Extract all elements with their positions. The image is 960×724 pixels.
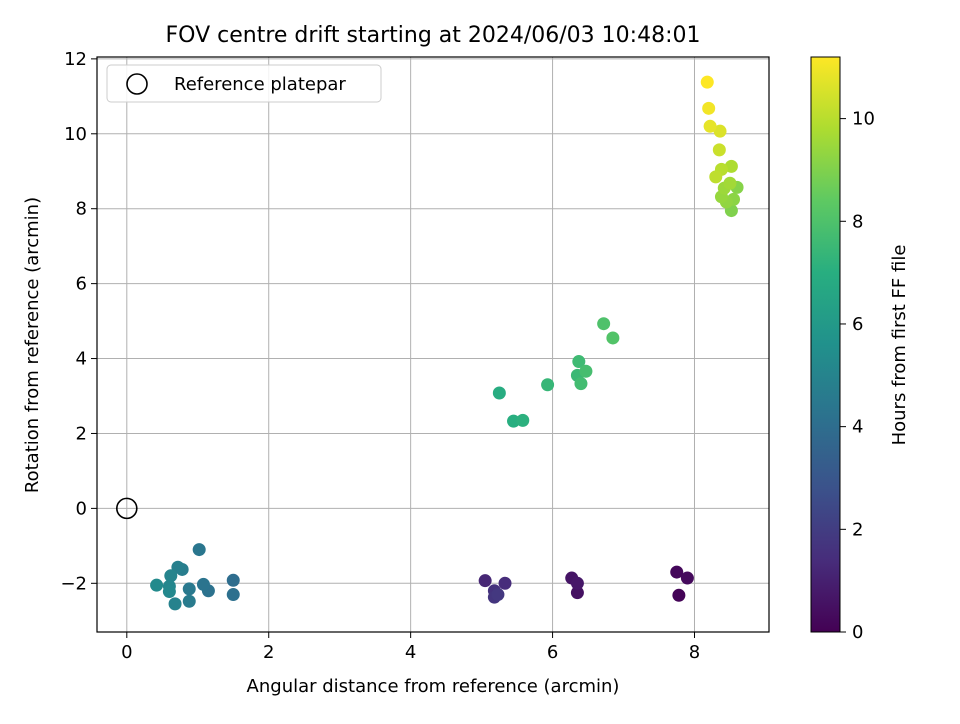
data-point bbox=[226, 573, 240, 587]
data-point bbox=[182, 594, 196, 608]
y-axis-label: Rotation from reference (arcmin) bbox=[22, 197, 43, 493]
reference-point bbox=[116, 497, 138, 520]
data-point bbox=[150, 578, 164, 592]
chart-title: FOV centre drift starting at 2024/06/03 … bbox=[166, 23, 701, 48]
colorbar-tick-label: 2 bbox=[852, 519, 863, 540]
colorbar: 0 2 4 6 8 10 Hours from first FF file bbox=[810, 56, 910, 643]
data-point bbox=[492, 386, 506, 400]
legend-box bbox=[106, 64, 382, 103]
colorbar-tick-label: 0 bbox=[852, 622, 863, 643]
data-point bbox=[226, 588, 240, 602]
y-tick-label: 6 bbox=[76, 274, 87, 295]
data-point bbox=[670, 565, 684, 579]
data-point bbox=[606, 331, 620, 345]
colorbar-tick-label: 6 bbox=[852, 314, 863, 335]
data-point bbox=[597, 317, 611, 331]
x-tick-label: 6 bbox=[547, 642, 558, 663]
data-point bbox=[164, 569, 178, 583]
data-point bbox=[712, 143, 726, 157]
data-point bbox=[570, 576, 584, 590]
data-point bbox=[579, 364, 593, 378]
x-tick-label: 2 bbox=[263, 642, 274, 663]
data-point bbox=[516, 413, 530, 427]
x-tick-label: 4 bbox=[405, 642, 416, 663]
data-point bbox=[709, 170, 723, 184]
colorbar-label: Hours from first FF file bbox=[889, 245, 910, 446]
y-tick-label: 0 bbox=[76, 498, 87, 519]
data-point bbox=[196, 577, 210, 591]
x-axis-label: Angular distance from reference (arcmin) bbox=[247, 676, 620, 697]
data-point bbox=[724, 159, 738, 173]
plot-frame bbox=[96, 56, 770, 633]
y-tick-label: 8 bbox=[76, 199, 87, 220]
x-tick-label: 0 bbox=[121, 642, 132, 663]
y-tick-label: 10 bbox=[64, 124, 87, 145]
legend-label: Reference platepar bbox=[174, 74, 346, 95]
colorbar-tick-label: 10 bbox=[852, 109, 875, 130]
data-point bbox=[182, 582, 196, 596]
data-point bbox=[723, 176, 737, 190]
data-point bbox=[713, 124, 727, 138]
colorbar-tick-label: 4 bbox=[852, 417, 863, 438]
data-point bbox=[478, 574, 492, 588]
data-point bbox=[703, 119, 717, 133]
data-point bbox=[171, 560, 185, 574]
x-tick-label: 8 bbox=[689, 642, 700, 663]
y-tick-label: 4 bbox=[76, 349, 87, 370]
colorbar-gradient bbox=[810, 56, 841, 633]
legend-marker bbox=[126, 73, 148, 95]
data-point bbox=[680, 571, 694, 585]
data-point bbox=[541, 378, 555, 392]
data-points bbox=[150, 75, 744, 611]
data-point bbox=[491, 588, 505, 602]
data-point bbox=[192, 543, 206, 557]
x-axis: 0 2 4 6 8 bbox=[121, 632, 700, 663]
data-point bbox=[168, 597, 182, 611]
reference-marker-layer bbox=[116, 497, 138, 520]
data-point bbox=[572, 355, 586, 369]
colorbar-ticks: 0 2 4 6 8 10 bbox=[840, 109, 875, 643]
data-point bbox=[574, 377, 588, 391]
data-point bbox=[570, 586, 584, 600]
legend: Reference platepar bbox=[106, 64, 382, 103]
data-point bbox=[702, 101, 716, 115]
data-point bbox=[498, 576, 512, 590]
colorbar-tick-label: 8 bbox=[852, 211, 863, 232]
data-point bbox=[672, 588, 686, 602]
y-tick-label: −2 bbox=[60, 573, 87, 594]
y-axis: −2 0 2 4 6 8 10 12 bbox=[60, 49, 97, 594]
data-point bbox=[162, 585, 176, 599]
data-point bbox=[700, 75, 714, 89]
y-tick-label: 2 bbox=[76, 423, 87, 444]
y-tick-label: 12 bbox=[64, 49, 87, 70]
